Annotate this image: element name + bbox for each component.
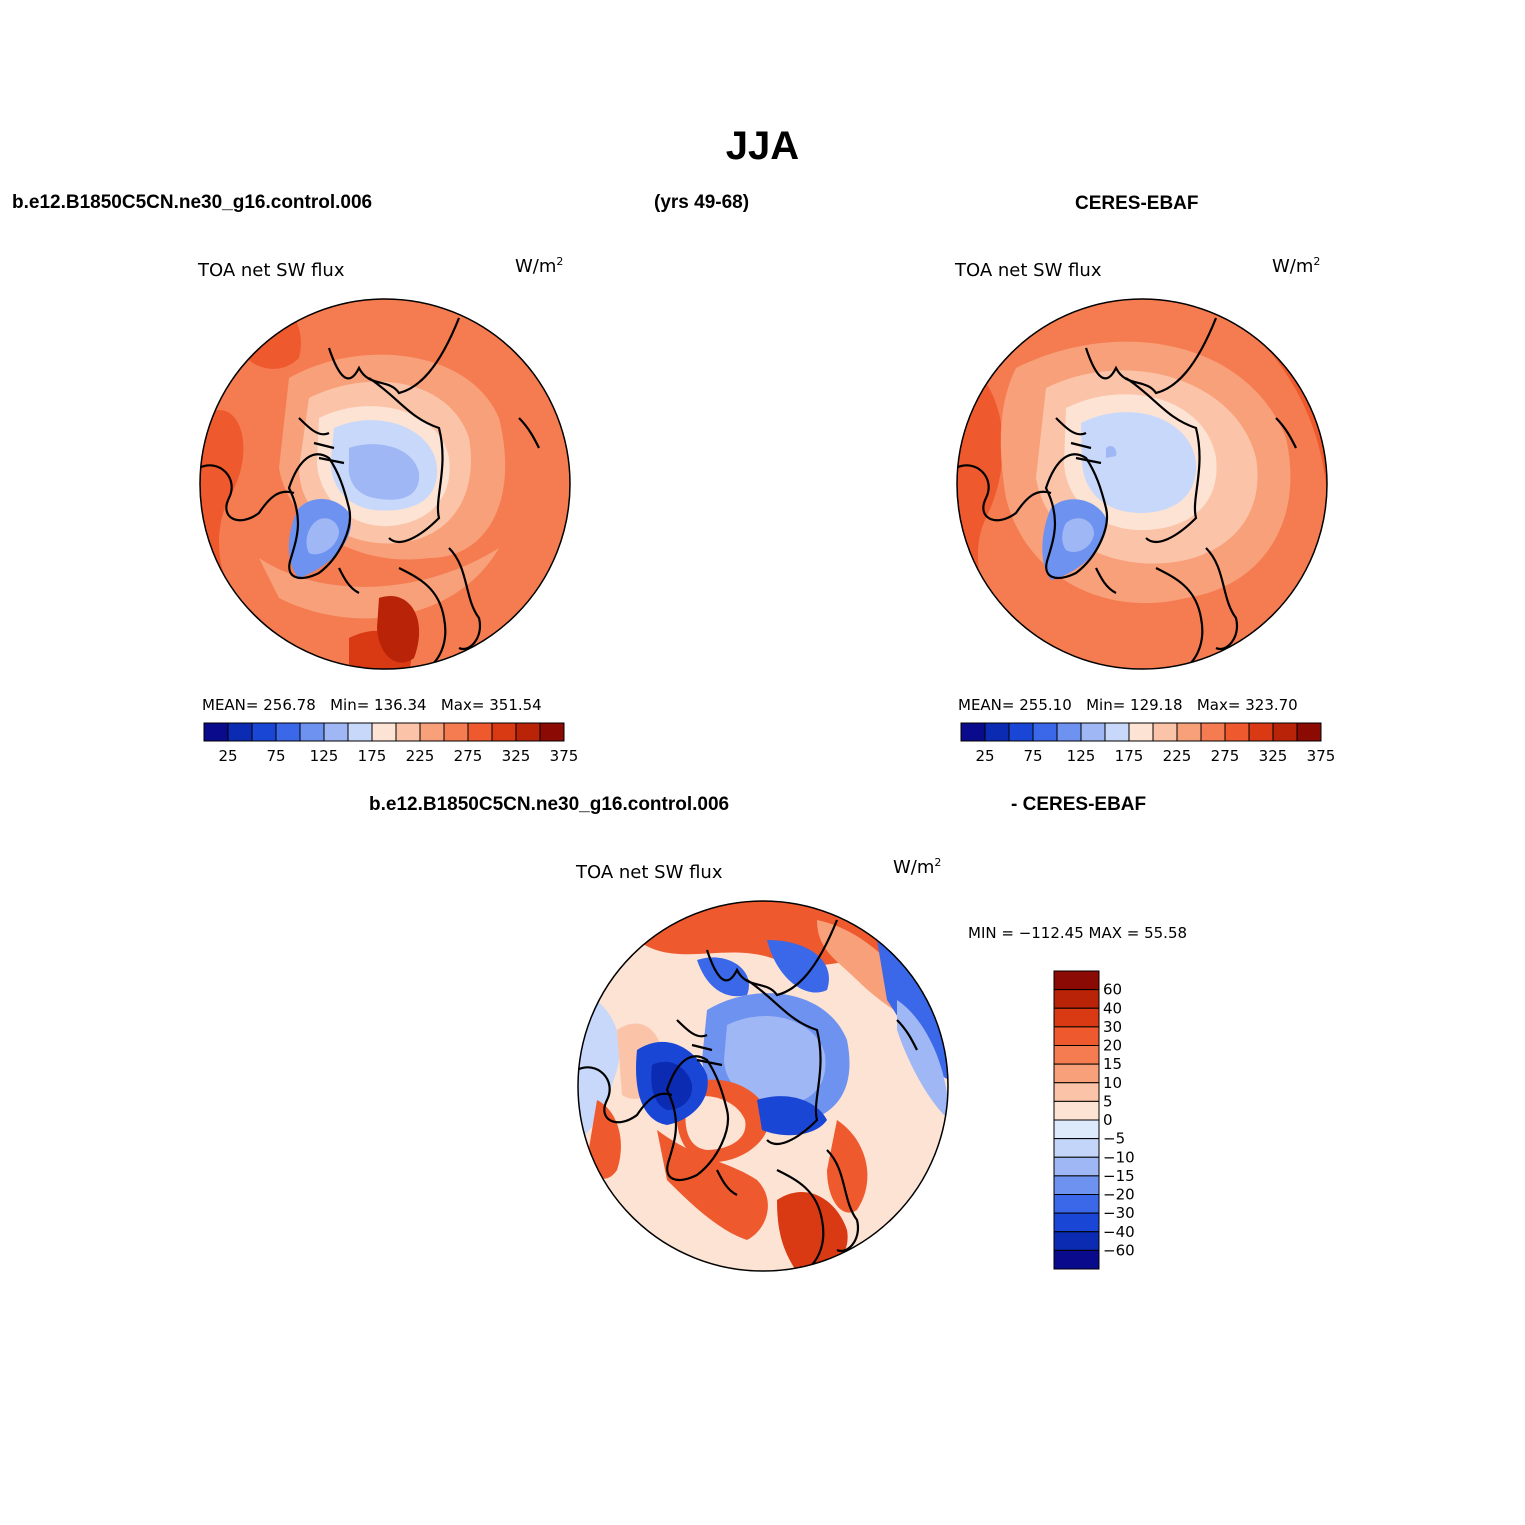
colorbar-swatch (1053, 989, 1100, 1009)
colorbar-swatch (1053, 1138, 1100, 1158)
obs-stats: MEAN= 255.10 Min= 129.18 Max= 323.70 (958, 696, 1298, 714)
colorbar-swatch (1053, 1156, 1100, 1177)
colorbar-label: 275 (1211, 747, 1240, 765)
colorbar-swatch (1053, 970, 1100, 991)
model-units: W/m2 (515, 255, 564, 277)
colorbar-swatch (203, 722, 229, 742)
colorbar-swatch (1224, 722, 1250, 742)
colorbar-label: 30 (1103, 1018, 1122, 1036)
colorbar-swatch (443, 722, 469, 742)
colorbar-label: −30 (1103, 1204, 1135, 1222)
colorbar-label: 25 (218, 747, 237, 765)
colorbar-swatch (1032, 722, 1058, 742)
diff-minmax: MIN = −112.45 MAX = 55.58 (968, 924, 1188, 942)
colorbar-label: −5 (1103, 1130, 1125, 1148)
model-colorbar: 25 75 125 175 225 275 325 375 (203, 722, 578, 765)
colorbar-label: 275 (454, 747, 483, 765)
obs-polar-map (956, 298, 1328, 670)
case-label: b.e12.B1850C5CN.ne30_g16.control.006 (12, 192, 373, 213)
colorbar-label: 75 (266, 747, 285, 765)
colorbar-swatch (1053, 1063, 1100, 1084)
colorbar-swatch (395, 722, 421, 742)
obs-label: CERES-EBAF (1075, 193, 1199, 214)
colorbar-swatch (1080, 722, 1106, 742)
colorbar-swatch (347, 722, 373, 742)
colorbar-label: 10 (1103, 1074, 1122, 1092)
years-label: (yrs 49-68) (654, 192, 750, 213)
colorbar-label: 40 (1103, 999, 1122, 1017)
colorbar-swatch (299, 722, 325, 742)
colorbar-label: 225 (406, 747, 435, 765)
colorbar-swatch (539, 722, 565, 742)
model-stats: MEAN= 256.78 Min= 136.34 Max= 351.54 (202, 696, 542, 714)
colorbar-swatch (1104, 722, 1130, 742)
colorbar-swatch (1056, 722, 1082, 742)
colorbar-swatch (419, 722, 445, 742)
colorbar-label: 375 (1307, 747, 1336, 765)
colorbar-label: −20 (1103, 1186, 1135, 1204)
colorbar-swatch (1053, 1231, 1100, 1251)
colorbar-label: 0 (1103, 1111, 1113, 1129)
colorbar-label: 175 (358, 747, 387, 765)
colorbar-swatch (491, 722, 517, 742)
colorbar-swatch (251, 722, 277, 742)
colorbar-swatch (984, 722, 1010, 742)
colorbar-swatch (1152, 722, 1178, 742)
colorbar-label: 5 (1103, 1092, 1113, 1110)
colorbar-swatch (1053, 1082, 1100, 1102)
colorbar-swatch (1053, 1100, 1100, 1121)
colorbar-swatch (275, 722, 301, 742)
colorbar-label: 125 (310, 747, 339, 765)
colorbar-label: −40 (1103, 1223, 1135, 1241)
colorbar-swatch (1296, 722, 1322, 742)
colorbar-swatch (1053, 1007, 1100, 1028)
colorbar-label: 15 (1103, 1055, 1122, 1073)
colorbar-label: 225 (1163, 747, 1192, 765)
colorbar-swatch (515, 722, 541, 742)
colorbar-swatch (1053, 1045, 1100, 1065)
colorbar-label: 325 (502, 747, 531, 765)
colorbar-swatch (1053, 1026, 1100, 1046)
figure-title: JJA (725, 124, 800, 168)
colorbar-swatch (1176, 722, 1202, 742)
colorbar-label: −15 (1103, 1167, 1135, 1185)
colorbar-swatch (1008, 722, 1034, 742)
colorbar-swatch (1200, 722, 1226, 742)
colorbar-label: 25 (975, 747, 994, 765)
colorbar-swatch (1128, 722, 1154, 742)
colorbar-label: −10 (1103, 1148, 1135, 1166)
colorbar-label: 175 (1115, 747, 1144, 765)
colorbar-swatch (227, 722, 253, 742)
diff-polar-map (577, 900, 949, 1272)
colorbar-label: 325 (1259, 747, 1288, 765)
colorbar-swatch (467, 722, 493, 742)
colorbar-swatch (1248, 722, 1274, 742)
model-panel-title: TOA net SW flux (198, 260, 345, 281)
diff-panel-title: TOA net SW flux (576, 862, 723, 883)
diff-obs-label: - CERES-EBAF (1011, 794, 1147, 815)
colorbar-label: 125 (1067, 747, 1096, 765)
colorbar-swatch (371, 722, 397, 742)
diff-case-label: b.e12.B1850C5CN.ne30_g16.control.006 (369, 794, 730, 815)
obs-panel-title: TOA net SW flux (955, 260, 1102, 281)
colorbar-swatch (1053, 1194, 1100, 1214)
obs-colorbar: 25 75 125 175 225 275 325 375 (960, 722, 1335, 765)
colorbar-swatch (960, 722, 986, 742)
colorbar-swatch (1272, 722, 1298, 742)
colorbar-swatch (1053, 1212, 1100, 1233)
colorbar-swatch (323, 722, 349, 742)
colorbar-label: 75 (1023, 747, 1042, 765)
colorbar-swatch (1053, 1175, 1100, 1195)
obs-units: W/m2 (1272, 255, 1321, 277)
colorbar-swatch (1053, 1119, 1100, 1140)
model-polar-map (199, 298, 571, 670)
colorbar-swatch (1053, 1249, 1100, 1270)
colorbar-label: −60 (1103, 1241, 1135, 1259)
colorbar-label: 60 (1103, 981, 1122, 999)
diff-units: W/m2 (893, 856, 942, 878)
colorbar-label: 20 (1103, 1037, 1122, 1055)
colorbar-label: 375 (550, 747, 579, 765)
